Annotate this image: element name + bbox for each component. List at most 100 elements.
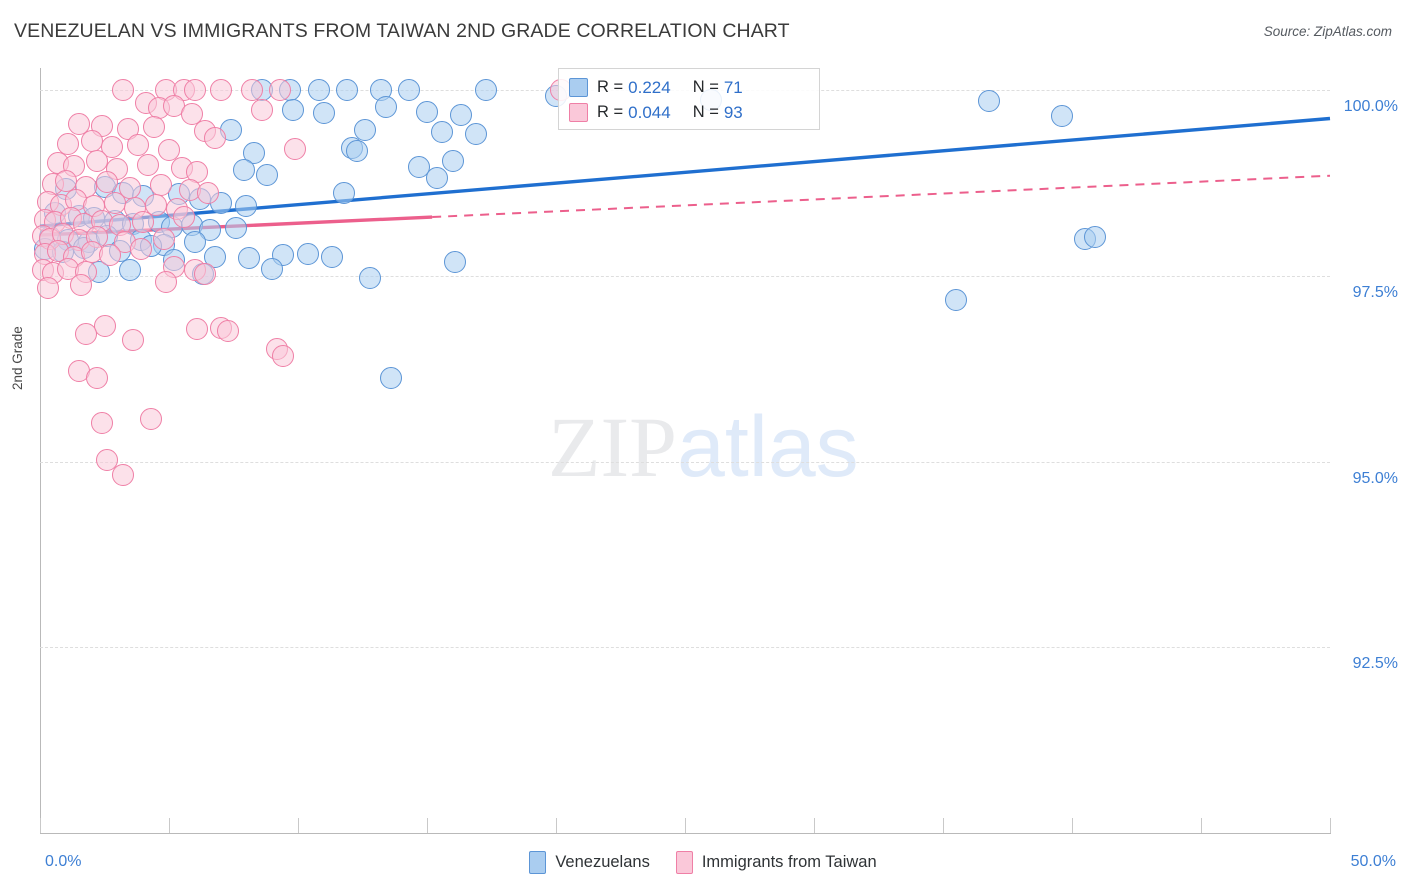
- scatter-point: [232, 159, 255, 182]
- scatter-point: [163, 94, 186, 117]
- scatter-point: [147, 97, 170, 120]
- scatter-point: [165, 198, 188, 221]
- scatter-point: [134, 91, 157, 114]
- x-axis-tick: [1072, 818, 1073, 833]
- scatter-point: [194, 120, 217, 143]
- scatter-point: [297, 242, 320, 265]
- x-axis-tick: [169, 818, 170, 833]
- scatter-point: [284, 137, 307, 160]
- scatter-point: [145, 193, 168, 216]
- scatter-point: [333, 181, 356, 204]
- scatter-point: [47, 152, 70, 175]
- swatch-taiwan: [569, 103, 588, 122]
- r-label-venezuelans: R =: [597, 78, 624, 96]
- scatter-point: [426, 166, 449, 189]
- legend-item-venezuelans[interactable]: Venezuelans: [529, 851, 650, 874]
- scatter-point: [235, 195, 258, 218]
- gridline: [40, 275, 1330, 277]
- scatter-point: [129, 229, 152, 252]
- y-axis-title: 2nd Grade: [10, 326, 25, 390]
- scatter-point: [93, 175, 116, 198]
- scatter-point: [1050, 105, 1073, 128]
- scatter-point: [106, 158, 129, 180]
- scatter-point: [88, 261, 111, 284]
- scatter-point: [178, 178, 201, 201]
- scatter-point: [44, 211, 67, 234]
- scatter-point: [72, 212, 95, 235]
- scatter-point: [78, 230, 101, 253]
- x-axis-tick: [427, 818, 428, 833]
- scatter-point: [108, 214, 131, 237]
- scatter-point: [31, 259, 54, 282]
- scatter-point: [139, 407, 162, 430]
- scatter-point: [129, 238, 152, 261]
- scatter-point: [39, 226, 62, 249]
- scatter-point: [34, 242, 57, 265]
- x-axis-tick: [1201, 818, 1202, 833]
- scatter-point: [379, 367, 402, 390]
- x-axis-tick: [814, 818, 815, 833]
- scatter-point: [31, 224, 54, 247]
- scatter-point: [67, 360, 90, 383]
- scatter-point: [160, 215, 183, 238]
- stat-row-venezuelans: R = 0.224 N = 71: [569, 75, 809, 100]
- scatter-point: [65, 189, 88, 212]
- x-axis-tick: [40, 818, 41, 833]
- scatter-point: [119, 177, 142, 200]
- scatter-point: [111, 181, 134, 204]
- scatter-point: [374, 95, 397, 118]
- scatter-point: [93, 315, 116, 338]
- watermark-atlas: atlas: [677, 399, 859, 495]
- legend-swatch-venezuelans: [529, 851, 547, 874]
- scatter-point: [1073, 227, 1096, 250]
- stat-row-taiwan: R = 0.044 N = 93: [569, 100, 809, 125]
- scatter-point: [181, 103, 204, 126]
- n-label-venezuelans: N =: [692, 78, 719, 96]
- scatter-point: [137, 153, 160, 176]
- legend-item-taiwan[interactable]: Immigrants from Taiwan: [675, 851, 877, 874]
- scatter-point: [98, 244, 121, 267]
- scatter-point: [111, 464, 134, 486]
- scatter-point: [444, 250, 467, 273]
- scatter-point: [170, 156, 193, 179]
- scatter-point: [163, 248, 186, 271]
- scatter-point: [75, 175, 98, 198]
- scatter-point: [188, 187, 211, 210]
- scatter-point: [152, 233, 175, 256]
- n-value-venezuelans: 71: [723, 77, 743, 97]
- scatter-point: [186, 318, 209, 341]
- y-axis-label: 95.0%: [1352, 469, 1398, 487]
- scatter-point: [225, 217, 248, 240]
- scatter-point: [96, 449, 119, 472]
- scatter-point: [83, 195, 106, 218]
- scatter-point: [85, 149, 108, 172]
- scatter-point: [49, 193, 72, 216]
- scatter-point: [80, 241, 103, 264]
- page-title: VENEZUELAN VS IMMIGRANTS FROM TAIWAN 2ND…: [14, 20, 790, 42]
- scatter-point: [119, 259, 142, 282]
- scatter-point: [139, 235, 162, 258]
- legend-swatch-taiwan: [675, 851, 693, 874]
- scatter-point: [75, 260, 98, 283]
- scatter-point: [57, 228, 80, 251]
- scatter-point: [152, 227, 175, 250]
- scatter-point: [132, 211, 155, 234]
- scatter-point: [147, 211, 170, 234]
- scatter-point: [199, 218, 222, 241]
- scatter-point: [72, 236, 95, 259]
- x-axis-tick: [556, 818, 557, 833]
- y-axis-label: 97.5%: [1352, 283, 1398, 301]
- scatter-point: [346, 140, 369, 163]
- scatter-point: [116, 117, 139, 140]
- scatter-point: [243, 141, 266, 164]
- scatter-point: [121, 328, 144, 351]
- r-value-venezuelans: 0.224: [628, 77, 671, 97]
- scatter-point: [62, 155, 85, 178]
- scatter-point: [191, 262, 214, 285]
- scatter-point: [132, 184, 155, 207]
- scatter-point: [34, 238, 57, 261]
- scatter-point: [271, 244, 294, 267]
- scatter-point: [341, 137, 364, 160]
- legend-label-venezuelans: Venezuelans: [555, 853, 650, 871]
